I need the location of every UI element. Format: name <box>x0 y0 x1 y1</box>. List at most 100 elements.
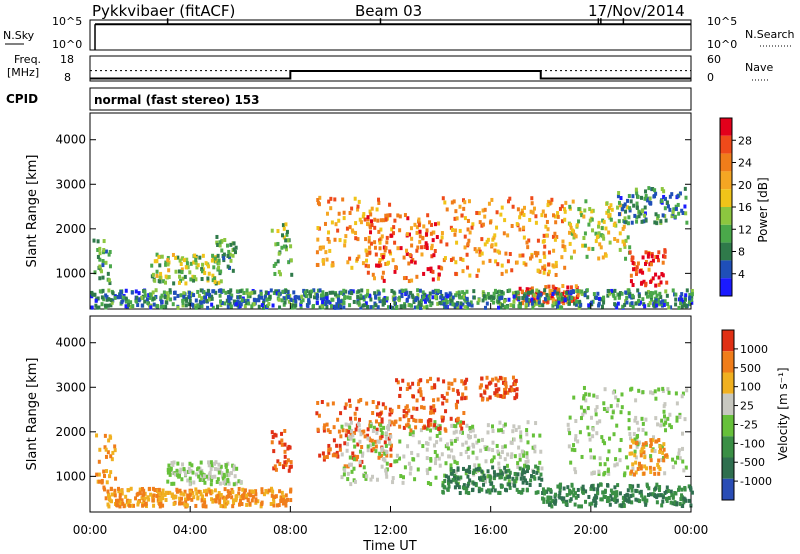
power-cell <box>285 247 289 252</box>
velocity-cell <box>425 456 429 461</box>
power-cell <box>236 303 240 308</box>
power-cell <box>379 263 383 268</box>
power-cell <box>299 302 303 307</box>
velocity-cell <box>344 402 348 407</box>
velocity-cell <box>384 405 388 410</box>
power-cell <box>561 244 565 249</box>
velocity-cell <box>661 386 665 391</box>
power-cell <box>459 256 463 261</box>
power-cell <box>406 216 410 221</box>
velocity-cell <box>203 480 207 485</box>
velocity-cell <box>117 489 121 494</box>
velocity-cell <box>504 384 508 389</box>
power-cell <box>490 243 494 248</box>
power-cell <box>463 245 467 250</box>
velocity-cell <box>278 462 282 467</box>
power-cell <box>620 207 624 212</box>
power-cell <box>592 292 596 297</box>
power-cell <box>431 238 435 243</box>
velocity-cell <box>219 503 223 508</box>
velocity-cell <box>197 466 201 471</box>
freq-trace <box>90 70 691 80</box>
power-cell <box>337 218 341 223</box>
velocity-cell <box>662 404 666 409</box>
velocity-cell <box>204 492 208 497</box>
velocity-cell <box>219 492 223 497</box>
power-cell <box>403 304 407 309</box>
power-cell <box>305 293 309 298</box>
velocity-cell <box>445 398 449 403</box>
velocity-cell <box>178 501 182 506</box>
velocity-cell <box>642 445 646 450</box>
velocity-cell <box>654 486 658 491</box>
power-cell <box>491 295 495 300</box>
power-cell <box>425 297 429 302</box>
velocity-cell <box>378 411 382 416</box>
velocity-cell <box>662 442 666 447</box>
velocity-cell <box>211 499 215 504</box>
velocity-cell <box>568 431 572 436</box>
velocity-cell <box>248 501 252 506</box>
power-cell <box>618 203 622 208</box>
power-cell <box>325 304 329 309</box>
power-cell <box>364 237 368 242</box>
power-cell <box>632 267 636 272</box>
power-cell <box>410 278 414 283</box>
power-cell <box>354 221 358 226</box>
velocity-cell <box>383 440 387 445</box>
power-cell <box>639 268 643 273</box>
velocity-cell <box>465 486 469 491</box>
velocity-cell <box>434 475 438 480</box>
velocity-cell <box>587 494 591 499</box>
power-cell <box>503 218 507 223</box>
power-cell <box>425 294 429 299</box>
velocity-cell <box>358 439 362 444</box>
power-cell <box>369 305 373 310</box>
power-cell <box>210 258 214 263</box>
power-cell <box>131 304 135 309</box>
power-cell <box>684 211 688 216</box>
power-cell <box>217 280 221 285</box>
velocity-cell <box>518 457 522 462</box>
power-cell <box>587 305 591 310</box>
power-cell <box>422 271 426 276</box>
power-cell <box>536 251 540 256</box>
velocity-cell <box>440 415 444 420</box>
velocity-cell <box>415 406 419 411</box>
velocity-cell <box>339 411 343 416</box>
velocity-cell <box>456 467 460 472</box>
power-cell <box>277 251 281 256</box>
power-cell <box>545 233 549 238</box>
velocity-cell <box>538 433 542 438</box>
velocity-cell <box>558 491 562 496</box>
velocity-cell <box>579 405 583 410</box>
power-cell <box>648 196 652 201</box>
velocity-cell <box>412 457 416 462</box>
velocity-cell <box>584 392 588 397</box>
power-cell <box>415 225 419 230</box>
velocity-cell <box>582 396 586 401</box>
date-label: 17/Nov/2014 <box>588 2 685 20</box>
power-cell <box>200 277 204 282</box>
power-cell <box>137 298 141 303</box>
power-cell <box>659 300 663 305</box>
velocity-cell <box>375 477 379 482</box>
velocity-cell <box>358 449 362 454</box>
power-cell <box>398 214 402 219</box>
power-cell <box>350 228 354 233</box>
velocity-cell <box>640 416 644 421</box>
power-cell <box>328 300 332 305</box>
velocity-cell <box>677 485 681 490</box>
velocity-cell <box>429 410 433 415</box>
power-cell <box>480 251 484 256</box>
velocity-cell <box>109 454 113 459</box>
power-cell <box>666 204 670 209</box>
velocity-cell <box>503 387 507 392</box>
velocity-cell <box>682 496 686 501</box>
velocity-cell <box>498 475 502 480</box>
power-cell <box>541 303 545 308</box>
velocity-cell <box>232 464 236 469</box>
velocity-cell <box>627 496 631 501</box>
y-tick-label: 4000 <box>55 336 86 350</box>
velocity-cell <box>380 419 384 424</box>
